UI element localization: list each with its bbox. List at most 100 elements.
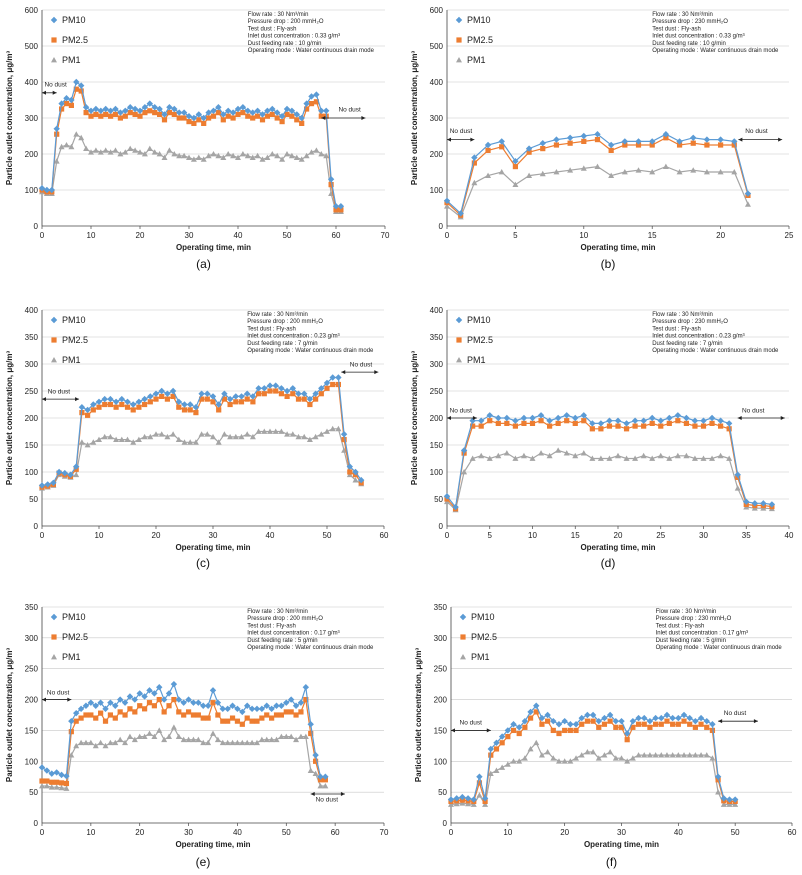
data-point-pm1	[731, 169, 738, 175]
y-tick-label: 600	[430, 6, 444, 15]
data-point-pm25	[122, 113, 128, 119]
y-tick-label: 200	[430, 150, 444, 159]
data-point-pm1	[608, 172, 615, 178]
data-point-pm10	[631, 417, 639, 424]
x-tick-label: 30	[185, 231, 194, 240]
data-point-pm25	[73, 718, 79, 724]
data-point-pm1	[166, 733, 173, 739]
x-tick-label: 40	[234, 231, 243, 240]
data-point-pm10	[697, 714, 705, 722]
data-point-pm1	[58, 784, 65, 791]
data-point-pm10	[443, 197, 451, 204]
data-point-pm1	[555, 758, 562, 764]
data-point-pm25	[683, 420, 689, 426]
legend-label: PM2.5	[467, 35, 493, 45]
no-dust-label: No dust	[745, 128, 768, 135]
data-point-pm25	[113, 404, 119, 410]
data-point-pm25	[98, 710, 104, 716]
data-point-pm25	[499, 144, 505, 150]
data-point-pm25	[298, 709, 304, 715]
data-point-pm25	[608, 147, 614, 153]
data-point-pm1	[589, 455, 596, 461]
data-point-pm25	[235, 111, 241, 117]
data-point-pm10	[116, 696, 124, 703]
data-point-pm25	[256, 391, 262, 397]
data-point-pm1	[732, 801, 739, 807]
data-point-pm1	[662, 163, 669, 169]
data-point-pm25	[195, 712, 201, 718]
y-tick-label: 150	[434, 726, 448, 735]
data-point-pm25	[526, 149, 532, 155]
data-point-pm10	[176, 109, 183, 116]
data-point-pm10	[229, 702, 236, 709]
data-point-pm10	[692, 717, 699, 725]
data-point-pm1	[567, 167, 574, 173]
data-point-pm10	[68, 717, 75, 725]
data-point-pm25	[85, 412, 91, 418]
data-point-pm10	[516, 724, 523, 731]
data-point-pm25	[107, 712, 113, 718]
data-point-pm25	[630, 724, 636, 730]
data-point-pm1	[63, 142, 70, 148]
series-line-pm1	[41, 428, 362, 489]
data-point-pm1	[210, 151, 217, 157]
data-point-pm10	[73, 78, 80, 86]
x-tick-label: 20	[152, 531, 161, 540]
data-point-pm25	[318, 113, 324, 119]
data-point-pm25	[681, 718, 687, 724]
data-point-pm25	[601, 721, 608, 727]
y-tick-label: 50	[438, 788, 447, 797]
data-point-pm25	[199, 396, 205, 402]
data-point-pm10	[464, 795, 472, 802]
series-line-pm1	[446, 165, 749, 218]
test-condition-line: Test dust : Fly-ash	[652, 26, 701, 32]
data-point-pm10	[323, 107, 330, 114]
data-point-pm10	[760, 500, 767, 507]
data-point-pm1	[538, 450, 545, 456]
data-point-pm10	[53, 769, 60, 776]
data-point-pm1	[512, 455, 519, 461]
data-point-pm25	[63, 780, 70, 787]
data-point-pm1	[303, 152, 310, 159]
data-point-pm1	[232, 433, 239, 440]
data-point-pm1	[641, 752, 648, 758]
data-point-pm1	[192, 439, 199, 445]
data-point-pm25	[278, 391, 284, 397]
data-point-pm10	[214, 699, 222, 706]
data-point-pm25	[666, 420, 672, 426]
data-point-pm25	[221, 396, 227, 402]
data-point-pm25	[510, 727, 517, 734]
data-point-pm1	[580, 450, 587, 456]
data-point-pm10	[117, 109, 124, 116]
test-condition-line: Operating mode : Water continuous drain …	[248, 48, 375, 54]
data-point-pm25	[122, 712, 128, 718]
test-condition-line: Inlet dust concentration : 0.33 g/m³	[248, 34, 340, 40]
test-condition-line: Test dust : Fly-ash	[656, 623, 705, 629]
data-point-pm1	[43, 782, 50, 789]
data-point-pm1	[486, 455, 493, 461]
data-point-pm1	[623, 455, 630, 461]
legend-label: PM10	[62, 315, 86, 325]
data-point-pm10	[503, 414, 511, 422]
data-point-pm1	[181, 439, 188, 445]
series-line-pm10	[446, 133, 749, 215]
data-point-pm1	[92, 147, 99, 153]
data-point-pm25	[210, 399, 216, 405]
data-point-pm1	[561, 758, 568, 764]
data-point-pm1	[68, 752, 75, 758]
data-point-pm25	[269, 111, 275, 117]
data-point-pm1	[73, 742, 80, 749]
data-point-pm10	[273, 702, 280, 709]
data-point-pm10	[533, 702, 540, 709]
data-point-pm25	[698, 721, 704, 727]
data-point-pm25	[261, 391, 267, 397]
legend-label: PM10	[467, 15, 491, 25]
data-point-pm10	[249, 393, 257, 400]
data-point-pm1	[113, 436, 120, 442]
data-point-pm25	[658, 721, 664, 727]
legend-label: PM10	[467, 315, 491, 325]
data-point-pm25	[259, 117, 266, 123]
data-point-pm25	[335, 381, 341, 388]
data-point-pm1	[97, 739, 104, 746]
x-tick-label: 25	[656, 531, 665, 540]
